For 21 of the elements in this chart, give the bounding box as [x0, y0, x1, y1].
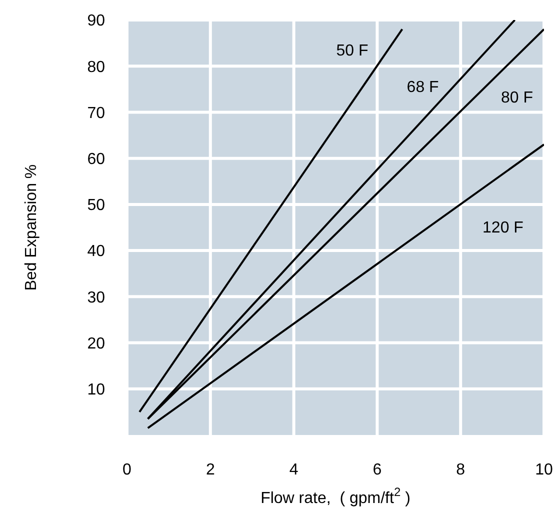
x-tick-label: 8 — [456, 461, 466, 478]
x-tick-label: 10 — [535, 461, 553, 478]
y-tick-label: 80 — [87, 58, 106, 76]
x-tick-label: 2 — [206, 461, 215, 478]
series-label: 50 F — [336, 42, 368, 60]
x-tick-label: 0 — [122, 461, 132, 478]
y-tick-label: 40 — [87, 243, 106, 260]
y-axis-title: Bed Expansion % — [23, 164, 40, 291]
y-tick-label: 60 — [87, 151, 106, 168]
x-axis-title: Flow rate, ( gpm/ft$^{2}$ ) — [260, 485, 410, 507]
y-tick-label: 10 — [87, 382, 106, 399]
y-tick-label: 90 — [87, 12, 106, 30]
x-tick-label: 6 — [372, 461, 382, 478]
y-tick-label: 30 — [87, 289, 106, 306]
series-label: 68 F — [406, 79, 440, 96]
series-label: 120 F — [482, 220, 524, 237]
y-tick-label: 50 — [87, 197, 106, 214]
y-tick-label: 20 — [87, 335, 106, 352]
x-tick-label: 4 — [289, 461, 298, 478]
series-label: 80 F — [500, 89, 534, 106]
y-tick-label: 70 — [87, 104, 106, 122]
